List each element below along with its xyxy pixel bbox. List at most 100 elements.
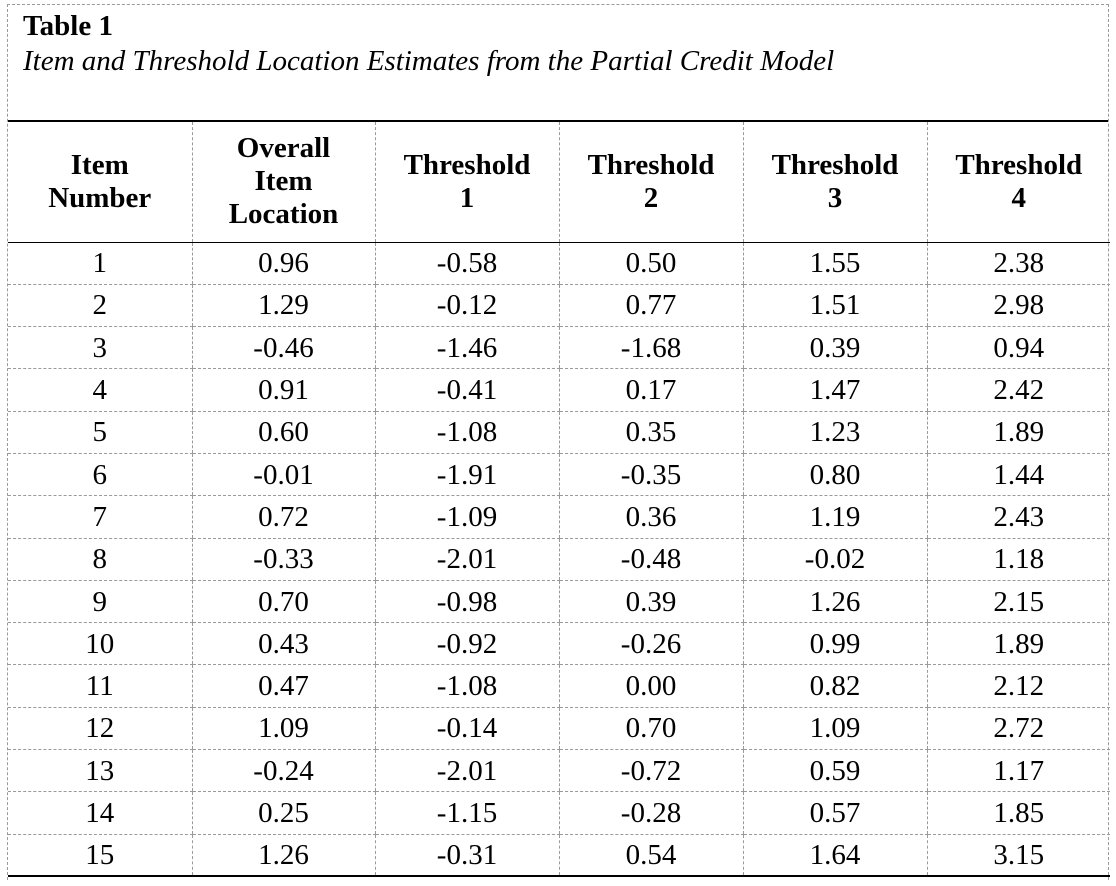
table-cell-threshold-4: 1.18 bbox=[926, 538, 1110, 581]
table-cell-threshold-4: 2.72 bbox=[926, 707, 1110, 751]
table-cell-threshold-1: -0.58 bbox=[374, 242, 559, 285]
table-cell-threshold-2: -0.35 bbox=[558, 453, 743, 497]
table-cell-threshold-1: -2.01 bbox=[374, 538, 559, 581]
table-row: 13 -0.24 -2.01 -0.72 0.59 1.17 bbox=[8, 749, 1110, 793]
table-cell-threshold-1: -1.91 bbox=[374, 453, 559, 497]
table-cell-threshold-1: -0.14 bbox=[374, 707, 559, 751]
table-cell-threshold-2: -0.48 bbox=[558, 538, 743, 581]
table-cell-item-number: 3 bbox=[8, 326, 192, 370]
table-cell-threshold-3: 1.55 bbox=[742, 242, 927, 285]
table-cell-threshold-3: 1.09 bbox=[742, 707, 927, 751]
table-cell-threshold-2: 0.35 bbox=[558, 411, 743, 454]
table-cell-threshold-2: -0.26 bbox=[558, 622, 743, 666]
table-cell-threshold-1: -0.92 bbox=[374, 622, 559, 666]
table-cell-overall-item-location: -0.24 bbox=[191, 749, 375, 793]
table-cell-threshold-4: 2.38 bbox=[926, 242, 1110, 285]
table-cell-overall-item-location: 0.47 bbox=[191, 664, 375, 708]
table-cell-item-number: 6 bbox=[8, 453, 192, 497]
table-row: 7 0.72 -1.09 0.36 1.19 2.43 bbox=[8, 495, 1110, 539]
table-cell-threshold-4: 1.89 bbox=[926, 622, 1110, 666]
column-header-line: Location bbox=[228, 198, 339, 231]
table-cell-threshold-2: 0.17 bbox=[558, 368, 743, 412]
column-header-overall-item-location: Overall Item Location bbox=[191, 122, 375, 243]
table-cell-threshold-3: 1.23 bbox=[742, 411, 927, 454]
table-body: 1 0.96 -0.58 0.50 1.55 2.38 2 1.29 -0.12 0.77 1.51… bbox=[8, 242, 1110, 878]
table-cell-item-number: 12 bbox=[8, 707, 192, 751]
table-cell-threshold-2: 0.70 bbox=[558, 707, 743, 751]
table-cell-threshold-1: -1.09 bbox=[374, 495, 559, 539]
table-title: Item and Threshold Location Estimates fr… bbox=[23, 45, 835, 77]
table-cell-overall-item-location: 1.29 bbox=[191, 284, 375, 328]
table-cell-threshold-2: -1.68 bbox=[558, 326, 743, 370]
table-row: 2 1.29 -0.12 0.77 1.51 2.98 bbox=[8, 284, 1110, 328]
table-cell-overall-item-location: 0.91 bbox=[191, 368, 375, 412]
table-cell-threshold-4: 1.44 bbox=[926, 453, 1110, 497]
table-cell-threshold-1: -1.15 bbox=[374, 791, 559, 835]
table-cell-item-number: 5 bbox=[8, 411, 192, 454]
table-row: 4 0.91 -0.41 0.17 1.47 2.42 bbox=[8, 368, 1110, 412]
table-cell-threshold-4: 3.15 bbox=[926, 834, 1110, 878]
table-cell-item-number: 15 bbox=[8, 834, 192, 878]
column-header-line: Number bbox=[48, 181, 152, 214]
table-cell-item-number: 8 bbox=[8, 538, 192, 581]
estimates-table: Item Number Overall Item Location Threshold 1 T… bbox=[8, 122, 1110, 878]
table-row: 11 0.47 -1.08 0.00 0.82 2.12 bbox=[8, 664, 1110, 708]
table-row: 12 1.09 -0.14 0.70 1.09 2.72 bbox=[8, 707, 1110, 751]
table-frame: Table 1 Item and Threshold Location Esti… bbox=[7, 4, 1110, 880]
table-cell-item-number: 7 bbox=[8, 495, 192, 539]
table-cell-overall-item-location: -0.33 bbox=[191, 538, 375, 581]
table-cell-threshold-1: -0.98 bbox=[374, 580, 559, 624]
column-header-line: Threshold bbox=[403, 148, 531, 181]
column-header-threshold-3: Threshold 3 bbox=[742, 122, 927, 243]
column-header-line: Item bbox=[254, 165, 313, 198]
table-cell-item-number: 13 bbox=[8, 749, 192, 793]
table-cell-threshold-2: 0.39 bbox=[558, 580, 743, 624]
table-cell-item-number: 2 bbox=[8, 284, 192, 328]
table-cell-threshold-2: 0.54 bbox=[558, 834, 743, 878]
column-header-line: Overall bbox=[236, 132, 331, 165]
table-cell-overall-item-location: 0.43 bbox=[191, 622, 375, 666]
table-row: 14 0.25 -1.15 -0.28 0.57 1.85 bbox=[8, 791, 1110, 835]
table-cell-threshold-1: -2.01 bbox=[374, 749, 559, 793]
table-cell-threshold-3: -0.02 bbox=[742, 538, 927, 581]
table-cell-item-number: 11 bbox=[8, 664, 192, 708]
column-header-line: 3 bbox=[827, 181, 843, 214]
table-cell-threshold-3: 0.82 bbox=[742, 664, 927, 708]
table-cell-threshold-3: 0.99 bbox=[742, 622, 927, 666]
column-header-line: Threshold bbox=[955, 148, 1083, 181]
table-cell-overall-item-location: -0.46 bbox=[191, 326, 375, 370]
table-cell-overall-item-location: 0.25 bbox=[191, 791, 375, 835]
table-cell-item-number: 10 bbox=[8, 622, 192, 666]
table-cell-threshold-3: 1.51 bbox=[742, 284, 927, 328]
table-cell-overall-item-location: 1.26 bbox=[191, 834, 375, 878]
table-cell-threshold-1: -0.31 bbox=[374, 834, 559, 878]
column-header-threshold-4: Threshold 4 bbox=[926, 122, 1110, 243]
table-cell-overall-item-location: 0.70 bbox=[191, 580, 375, 624]
table-cell-item-number: 14 bbox=[8, 791, 192, 835]
table-cell-threshold-3: 1.19 bbox=[742, 495, 927, 539]
table-cell-threshold-4: 0.94 bbox=[926, 326, 1110, 370]
table-row: 1 0.96 -0.58 0.50 1.55 2.38 bbox=[8, 242, 1110, 285]
column-header-threshold-2: Threshold 2 bbox=[558, 122, 743, 243]
table-cell-item-number: 1 bbox=[8, 242, 192, 285]
column-header-line: Threshold bbox=[771, 148, 899, 181]
table-cell-threshold-2: 0.36 bbox=[558, 495, 743, 539]
column-header-line: Item bbox=[70, 148, 129, 181]
table-row: 9 0.70 -0.98 0.39 1.26 2.15 bbox=[8, 580, 1110, 624]
table-cell-threshold-2: -0.28 bbox=[558, 791, 743, 835]
table-cell-threshold-2: -0.72 bbox=[558, 749, 743, 793]
table-cell-threshold-3: 0.80 bbox=[742, 453, 927, 497]
table-cell-overall-item-location: 0.96 bbox=[191, 242, 375, 285]
table-cell-threshold-1: -0.41 bbox=[374, 368, 559, 412]
table-cell-threshold-4: 2.15 bbox=[926, 580, 1110, 624]
table-cell-threshold-1: -1.08 bbox=[374, 664, 559, 708]
table-cell-overall-item-location: 1.09 bbox=[191, 707, 375, 751]
table-row: 3 -0.46 -1.46 -1.68 0.39 0.94 bbox=[8, 326, 1110, 370]
table-cell-item-number: 4 bbox=[8, 368, 192, 412]
table-cell-threshold-1: -1.08 bbox=[374, 411, 559, 454]
column-header-line: Threshold bbox=[587, 148, 715, 181]
table-row: 8 -0.33 -2.01 -0.48 -0.02 1.18 bbox=[8, 538, 1110, 581]
table-cell-threshold-4: 2.43 bbox=[926, 495, 1110, 539]
table-cell-threshold-2: 0.00 bbox=[558, 664, 743, 708]
column-header-line: 1 bbox=[459, 181, 475, 214]
